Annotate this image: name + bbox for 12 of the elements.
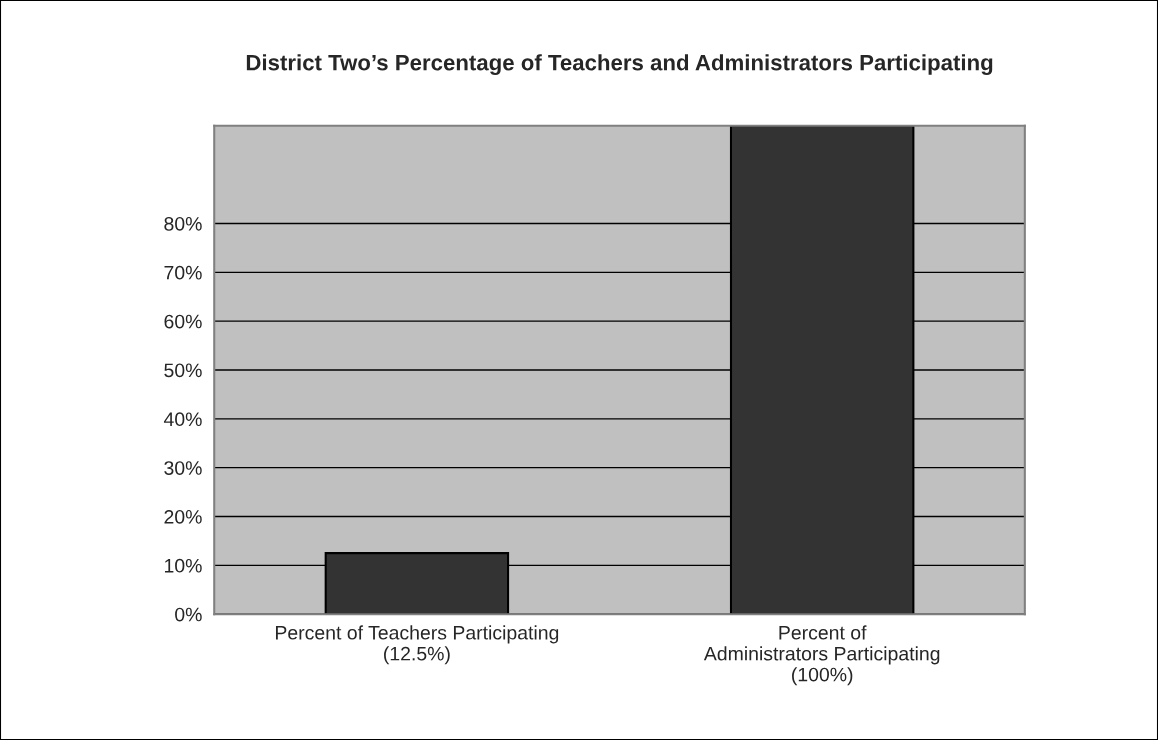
x-tick-label: Percent of Administrators Participating (100%) bbox=[703, 625, 940, 686]
y-tick-label: 70% bbox=[164, 265, 202, 280]
y-tick-label: 40% bbox=[163, 412, 202, 427]
y-tick-label: 60% bbox=[164, 314, 202, 329]
y-tick-label: 50% bbox=[164, 363, 202, 378]
y-tick-label: 20% bbox=[164, 509, 202, 524]
y-tick-label: 10% bbox=[164, 558, 202, 573]
x-tick-label: Percent of Teachers Participating (12.5%) bbox=[275, 625, 559, 665]
y-tick-label: 30% bbox=[164, 461, 202, 475]
chart-title: District Two’s Percentage of Teachers and Administrators Participating bbox=[246, 54, 993, 75]
y-tick-label: 0% bbox=[175, 607, 202, 622]
y-tick-label: 80% bbox=[164, 216, 202, 231]
